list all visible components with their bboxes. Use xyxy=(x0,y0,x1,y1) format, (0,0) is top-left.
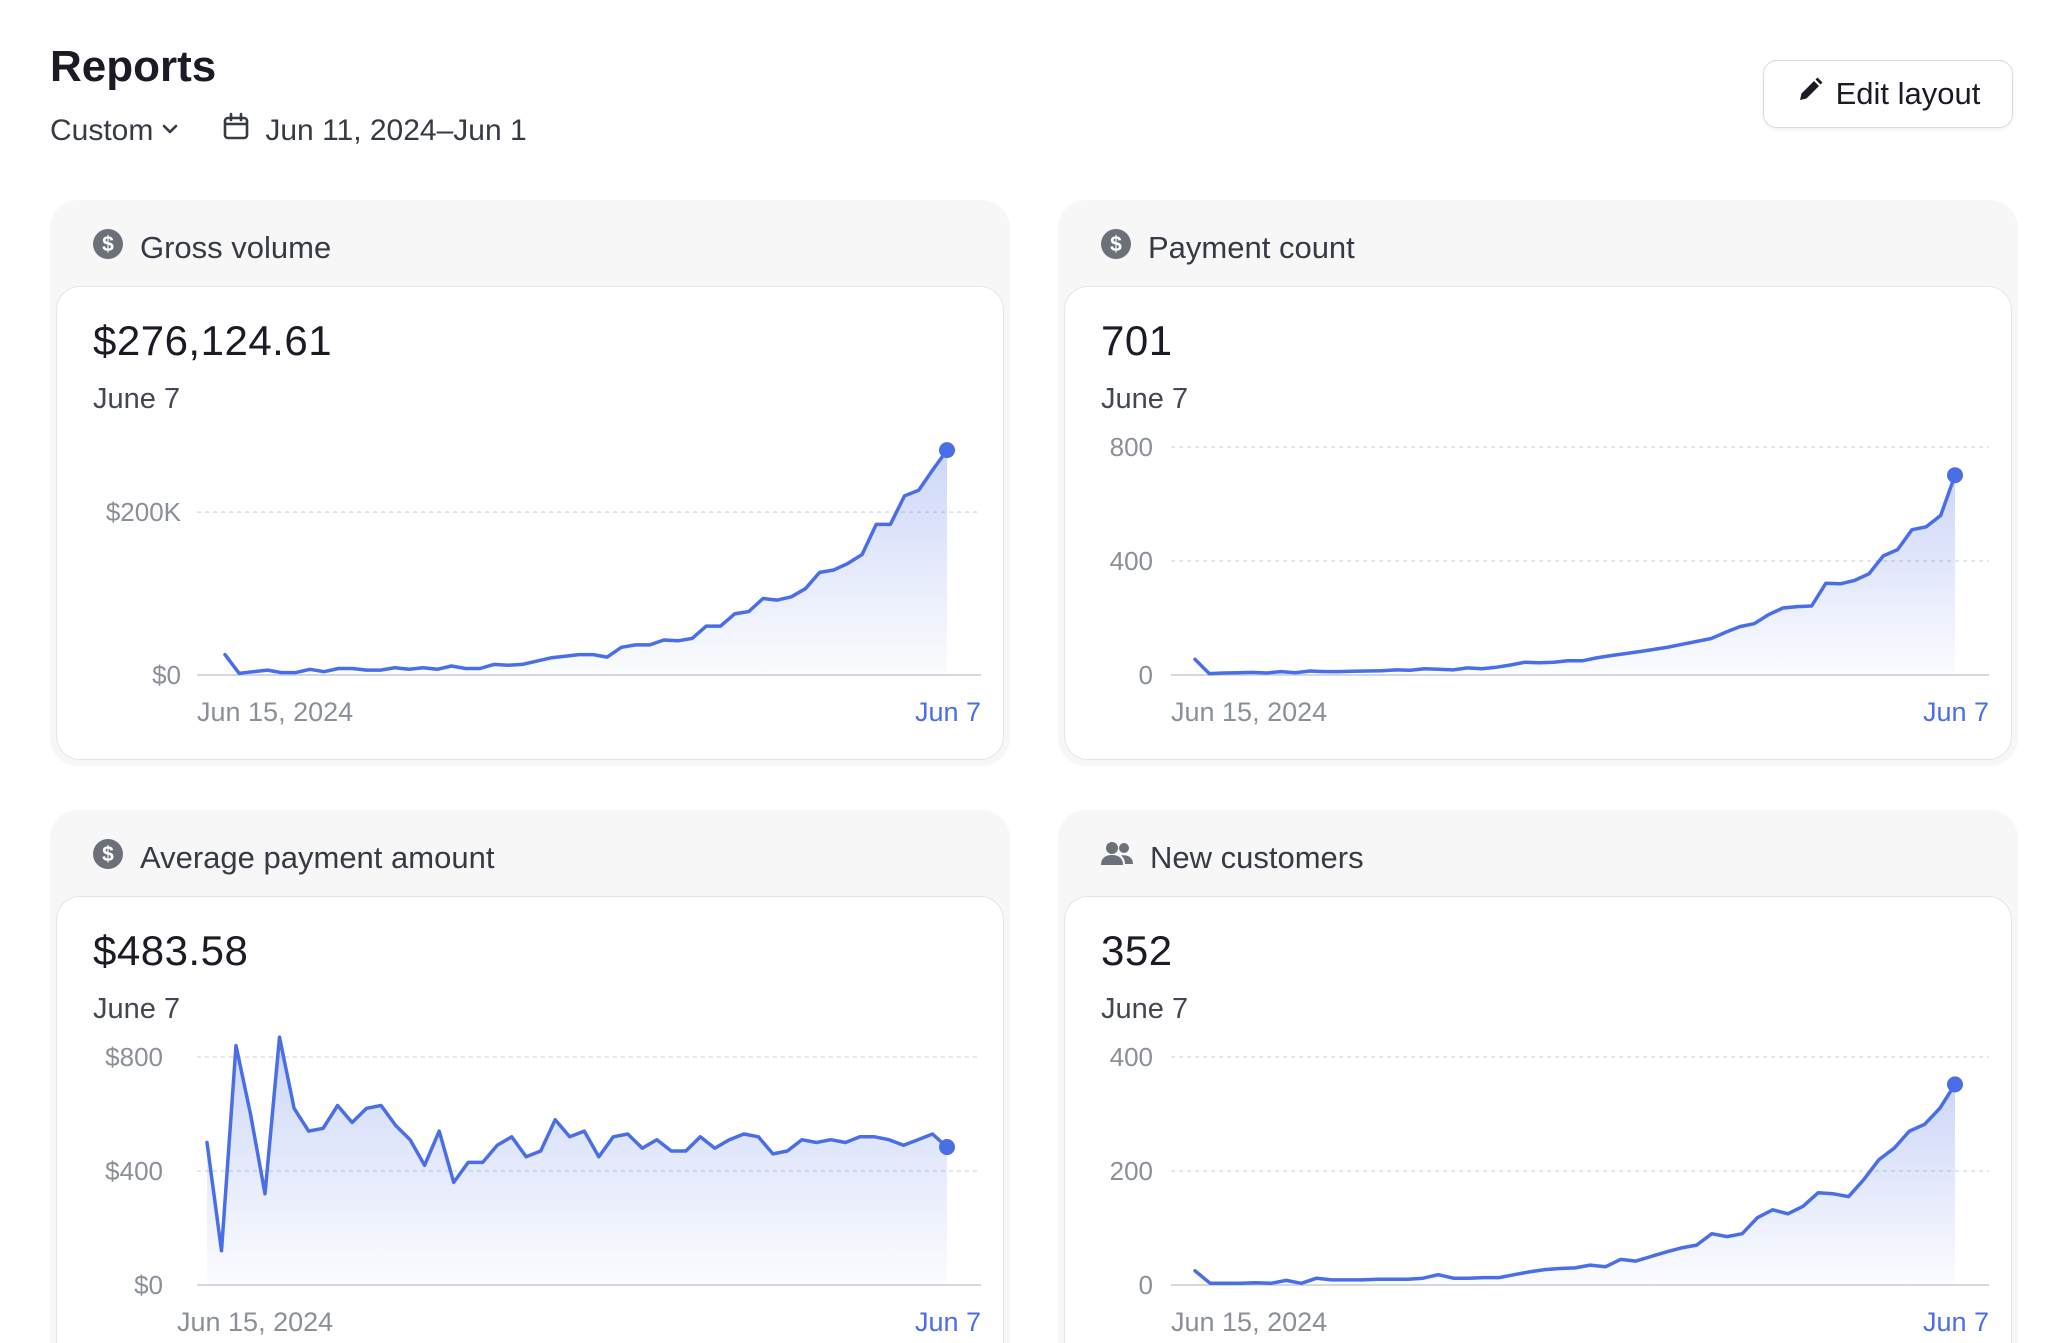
series-area xyxy=(207,1037,947,1285)
y-tick-label: $800 xyxy=(105,1042,163,1072)
card-title: Gross volume xyxy=(140,230,332,265)
gross-volume-chart: $0 $200K Jun 15, 2024 Jun 7 xyxy=(106,442,981,727)
series-area xyxy=(1195,475,1955,675)
card-body: 701 June 7 0 400 800 Jun 15, 2024 Jun 7 xyxy=(1064,286,2012,760)
dollar-circle-icon: $ xyxy=(92,838,140,878)
metric-value: 352 xyxy=(1101,927,1173,974)
last-point-marker[interactable] xyxy=(939,442,955,459)
card-header: $ Gross volume xyxy=(92,228,331,268)
svg-text:$: $ xyxy=(102,233,114,256)
edit-layout-button[interactable]: Edit layout xyxy=(1763,60,2013,128)
calendar-icon xyxy=(221,112,265,150)
card-gross-volume[interactable]: $ Gross volume $276,124.61 June 7 $0 $200… xyxy=(50,200,1010,766)
chevron-down-icon xyxy=(153,114,181,148)
x-tick-label-start: Jun 15, 2024 xyxy=(1171,697,1327,727)
y-tick-label: 400 xyxy=(1110,1042,1153,1072)
metric-value: $483.58 xyxy=(93,927,249,974)
date-range-picker[interactable]: Jun 11, 2024–Jun 1 xyxy=(221,112,527,150)
x-tick-label-end: Jun 7 xyxy=(1923,697,1989,727)
x-tick-label-start: Jun 15, 2024 xyxy=(177,1307,333,1337)
series-area xyxy=(1195,1084,1955,1285)
dollar-circle-icon: $ xyxy=(1100,228,1148,268)
payment-count-chart: 0 400 800 Jun 15, 2024 Jun 7 xyxy=(1110,432,1989,727)
metric-value: 701 xyxy=(1101,317,1173,364)
pencil-icon xyxy=(1796,76,1836,112)
range-select-label: Custom xyxy=(50,114,154,147)
last-point-marker[interactable] xyxy=(939,1139,955,1156)
filters-bar: Custom Jun 11, 2024–Jun 1 xyxy=(50,112,527,150)
y-tick-label: 200 xyxy=(1110,1156,1153,1186)
card-average-payment-amount[interactable]: $ Average payment amount $483.58 June 7 … xyxy=(50,810,1010,1343)
card-title: New customers xyxy=(1150,840,1364,875)
series-line xyxy=(205,1035,949,1253)
card-payment-count[interactable]: $ Payment count 701 June 7 0 400 800 Jun 15… xyxy=(1058,200,2018,766)
card-title: Average payment amount xyxy=(140,840,495,875)
card-header: $ Average payment amount xyxy=(92,838,494,878)
y-tick-label: 0 xyxy=(1139,1270,1153,1300)
page-title: Reports xyxy=(50,42,217,91)
series-area xyxy=(225,450,947,675)
card-title: Payment count xyxy=(1148,230,1355,265)
metric-date: June 7 xyxy=(1101,993,1189,1025)
new-customers-chart: 0 200 400 Jun 15, 2024 Jun 7 xyxy=(1110,1042,1989,1337)
users-icon xyxy=(1100,838,1150,878)
series-line xyxy=(1193,1082,1957,1286)
x-tick-label-end: Jun 7 xyxy=(1923,1307,1989,1337)
card-header: New customers xyxy=(1100,838,1364,878)
card-new-customers[interactable]: New customers 352 June 7 0 200 400 Jun 15, … xyxy=(1058,810,2018,1343)
last-point-marker[interactable] xyxy=(1947,1076,1963,1093)
x-tick-label-start: Jun 15, 2024 xyxy=(197,697,353,727)
y-tick-label: $0 xyxy=(134,1270,163,1300)
y-tick-label: 400 xyxy=(1110,546,1153,576)
x-tick-label-start: Jun 15, 2024 xyxy=(1171,1307,1327,1337)
dollar-circle-icon: $ xyxy=(92,228,140,268)
y-tick-label: $400 xyxy=(105,1156,163,1186)
metric-date: June 7 xyxy=(93,993,181,1025)
y-tick-label: $0 xyxy=(152,660,181,690)
series-line xyxy=(1193,473,1957,676)
last-point-marker[interactable] xyxy=(1947,467,1963,484)
x-tick-label-end: Jun 7 xyxy=(915,1307,981,1337)
card-header: $ Payment count xyxy=(1100,228,1355,268)
x-tick-label-end: Jun 7 xyxy=(915,697,981,727)
card-body: $276,124.61 June 7 $0 $200K Jun 15, 2024 Ju… xyxy=(56,286,1004,760)
y-tick-label: 800 xyxy=(1110,432,1153,462)
svg-text:$: $ xyxy=(102,843,114,866)
card-body: $483.58 June 7 $0 $400 $800 Jun 15, 2024 Jun… xyxy=(56,896,1004,1343)
metric-date: June 7 xyxy=(1101,383,1189,415)
metric-value: $276,124.61 xyxy=(93,317,333,364)
average-payment-amount-chart: $0 $400 $800 Jun 15, 2024 Jun 7 xyxy=(105,1035,981,1337)
y-tick-label: $200K xyxy=(106,497,182,527)
y-tick-label: 0 xyxy=(1139,660,1153,690)
edit-layout-label: Edit layout xyxy=(1835,76,1981,111)
date-range-label: Jun 11, 2024–Jun 1 xyxy=(265,114,527,147)
metric-date: June 7 xyxy=(93,383,181,415)
svg-text:$: $ xyxy=(1110,233,1122,256)
card-body: 352 June 7 0 200 400 Jun 15, 2024 Jun 7 xyxy=(1064,896,2012,1343)
series-line xyxy=(223,448,949,676)
range-select[interactable]: Custom xyxy=(50,114,181,148)
